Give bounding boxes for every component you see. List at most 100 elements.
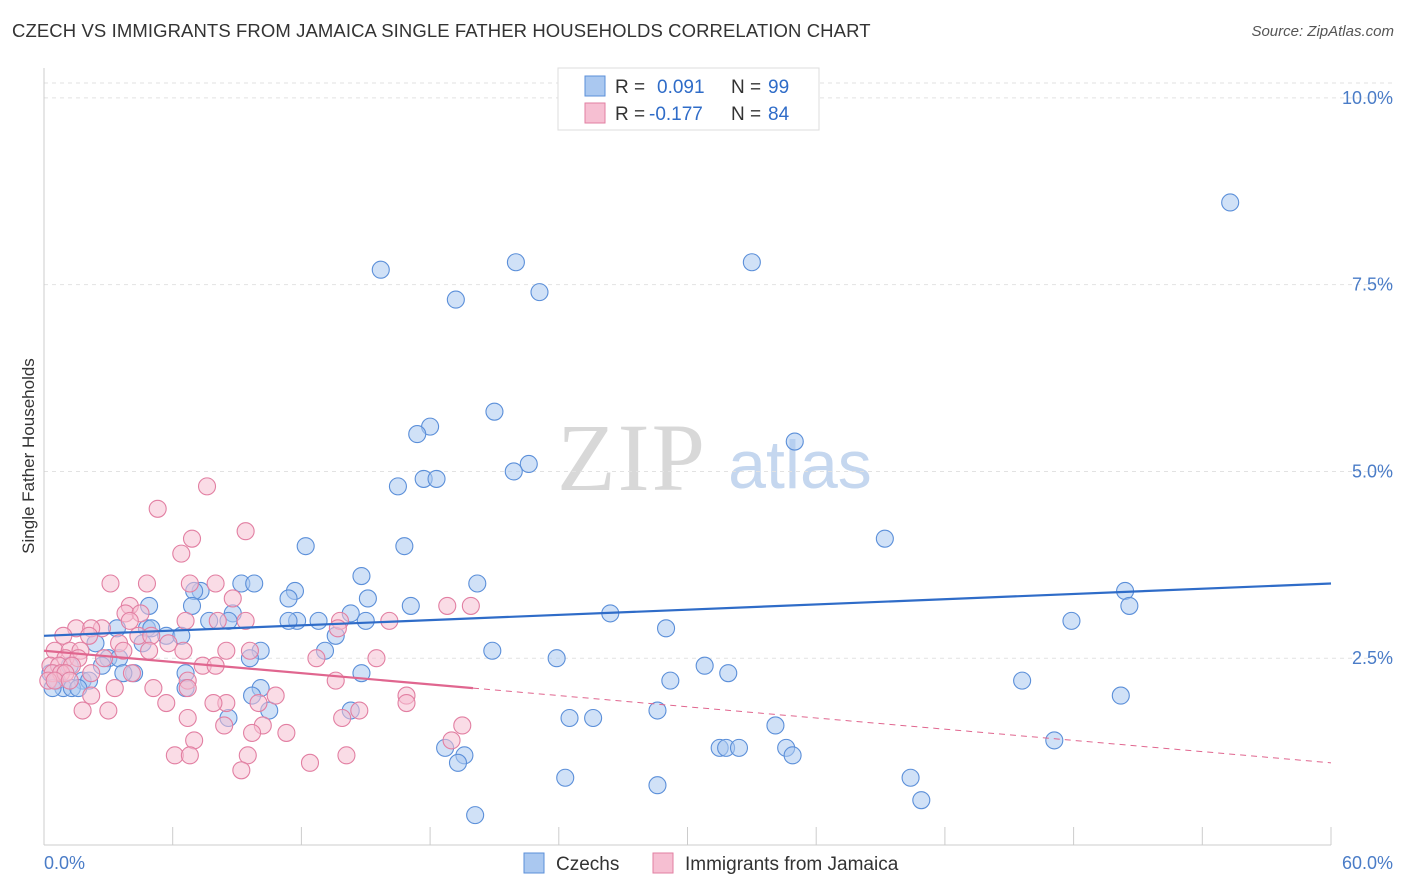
jamaica-point-61 [178,679,197,698]
bottom-legend-label-czechs: Czechs [556,854,619,875]
jamaica-point-6 [137,574,157,593]
czechs-point-53 [483,641,502,660]
bottom-legend-swatch-jamaica [652,852,674,874]
chart-title: CZECH VS IMMIGRANTS FROM JAMAICA SINGLE … [12,20,871,41]
jamaica-point-9 [438,596,457,615]
czechs-point-85 [766,716,785,735]
y-tick-label-1: 5.0% [1352,461,1393,481]
jamaica-point-66 [249,693,268,713]
y-axis-label: Single Father Households [19,358,38,554]
czechs-point-39 [309,611,328,630]
legend-r-value-czechs: 0.091 [657,77,705,98]
jamaica-point-53 [122,664,141,683]
jamaica-point-0 [197,477,217,496]
czechs-point-25 [358,589,377,608]
czechs-point-84 [648,701,667,720]
bottom-legend-label-jamaica: Immigrants from Jamaica [685,854,899,875]
czechs-point-100 [466,806,485,825]
czechs-point-76 [661,671,680,690]
czechs-point-97 [648,776,667,795]
czechs-point-86 [1111,686,1130,705]
czechs-point-11 [504,462,523,481]
jamaica-point-74 [178,708,197,728]
czechs-point-35 [1062,611,1081,630]
jamaica-point-59 [105,679,124,698]
czechs-point-62 [719,664,738,683]
jamaica-point-57 [45,671,64,690]
jamaica-point-30 [159,634,178,653]
jamaica-point-58 [60,671,79,690]
jamaica-point-77 [215,716,234,735]
trend-line-jamaica-solid [43,649,474,690]
jamaica-point-52 [82,664,101,683]
jamaica-point-84 [300,753,320,772]
czechs-point-8 [408,425,427,444]
jamaica-point-81 [185,731,204,750]
jamaica-point-36 [174,641,193,660]
czechs-point-14 [388,477,407,496]
czechs-point-54 [547,649,566,668]
czechs-point-0 [1221,193,1240,212]
czechs-point-3 [371,260,390,279]
czechs-point-13 [427,469,446,488]
jamaica-point-5 [101,574,120,593]
jamaica-point-38 [240,641,259,660]
jamaica-point-68 [204,693,223,713]
czechs-point-10 [519,454,538,474]
jamaica-point-73 [333,708,352,728]
watermark-zip: ZIP [557,404,707,511]
czechs-point-91 [729,738,749,757]
jamaica-point-82 [238,746,257,765]
jamaica-point-10 [461,596,480,615]
jamaica-point-34 [114,641,133,660]
legend-n-label-jamaica: N = [731,104,761,125]
jamaica-point-21 [328,619,347,638]
jamaica-point-39 [367,649,386,668]
jamaica-point-70 [397,693,416,713]
legend-n-label-czechs: N = [731,77,761,98]
legend-n-value-jamaica: 84 [768,104,790,125]
source-label: Source: ZipAtlas.com [1251,23,1394,40]
jamaica-point-40 [307,649,326,668]
y-tick-label-2: 7.5% [1352,275,1393,295]
jamaica-point-79 [243,723,262,742]
czechs-point-21 [245,574,264,593]
grid-lines [44,82,1393,659]
x-tick-label-max: 60.0% [1342,853,1393,873]
jamaica-point-69 [350,701,369,720]
bottom-legend: Czechs Immigrants from Jamaica [523,852,899,875]
jamaica-point-20 [236,611,255,630]
czechs-point-61 [695,656,714,675]
jamaica-point-19 [176,611,195,630]
jamaica-point-26 [79,626,99,645]
jamaica-point-78 [277,723,296,742]
czechs-point-29 [401,596,420,615]
czechs-point-4 [530,283,549,302]
czechs-point-98 [901,768,920,787]
x-tick-label-min: 0.0% [44,853,85,873]
jamaica-point-18 [120,611,139,630]
trend-line-czechs [43,582,1332,637]
y-tick-label-3: 10.0% [1342,88,1393,108]
czechs-point-99 [912,791,931,810]
jamaica-point-4 [172,544,191,563]
jamaica-point-2 [236,522,255,541]
czechs-point-5 [446,290,465,309]
legend-swatch-jamaica [584,102,606,124]
legend-r-label-czechs: R = [615,77,645,98]
jamaica-point-3 [182,529,202,548]
jamaica-point-80 [442,731,461,750]
jamaica-point-71 [73,701,92,720]
czechs-point-41 [356,611,375,630]
legend-r-label-jamaica: R = [615,104,645,125]
czechs-point-94 [448,753,468,772]
czechs-point-1 [742,253,761,272]
czechs-point-9 [785,432,804,451]
jamaica-point-85 [165,746,184,765]
legend-r-value-jamaica: -0.177 [649,104,703,125]
jamaica-point-86 [180,746,199,765]
czechs-point-16 [296,537,315,556]
jamaica-point-72 [99,701,118,720]
jamaica-point-87 [232,761,251,780]
